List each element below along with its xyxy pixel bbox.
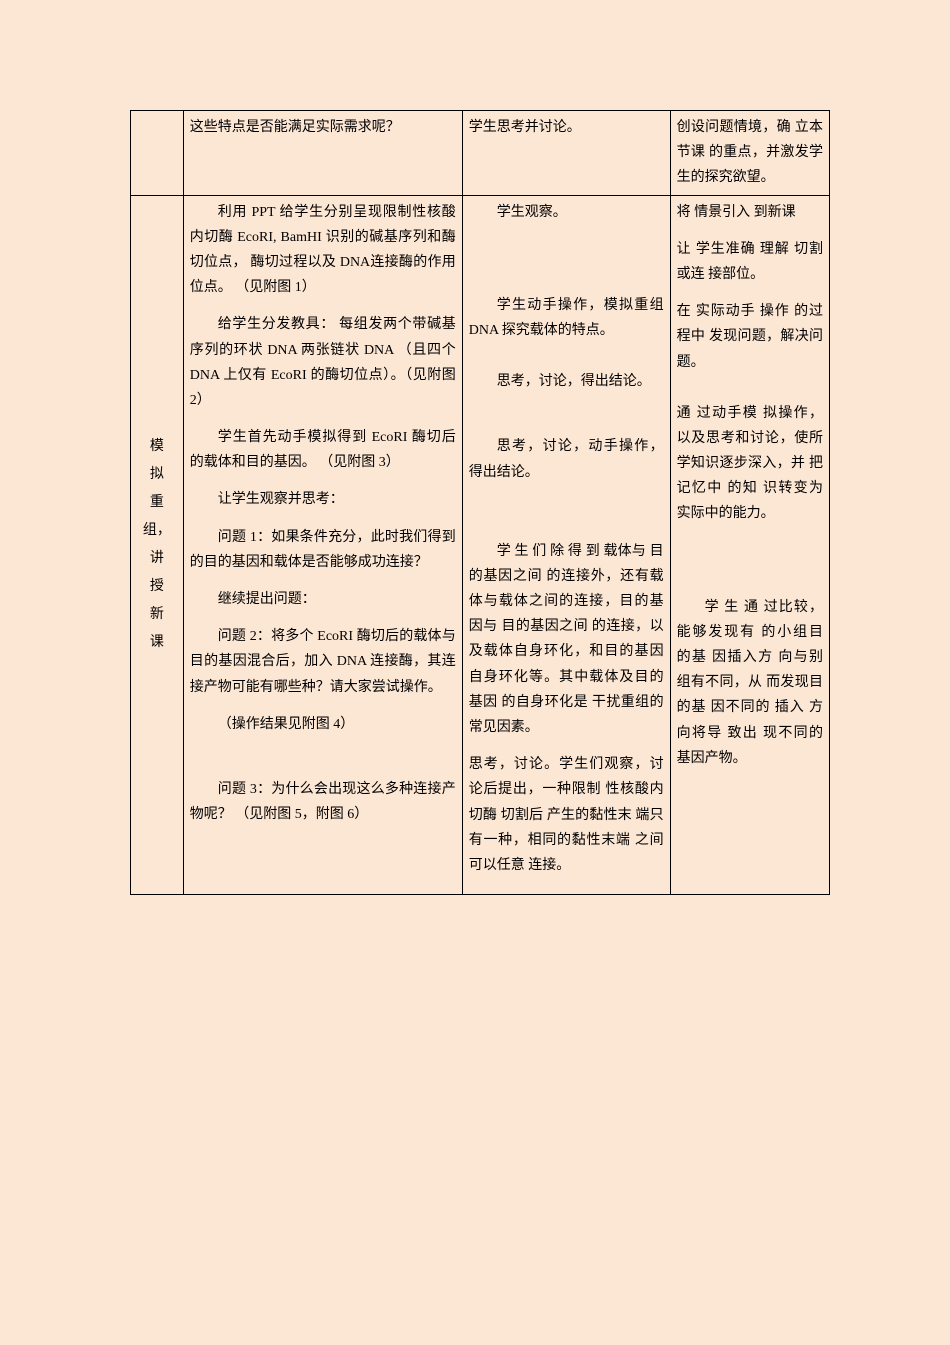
stage-char: 组， — [143, 517, 171, 545]
teacher-text: 这些特点是否能满足实际需求呢？ — [190, 115, 456, 140]
teacher-para: 问题 3：为什么会出现这么多种连接产物呢？ （见附图 5，附图 6） — [190, 777, 456, 827]
teacher-para: 利用 PPT 给学生分别呈现限制性核酸内切酶 EcoRI, BamHI 识别的碱… — [190, 200, 456, 301]
stage-vertical-label: 模 拟 重 组， 讲 授 新 课 — [137, 433, 177, 657]
document-page: 这些特点是否能满足实际需求呢？ 学生思考并讨论。 创设问题情境，确 立本节课 的… — [0, 0, 950, 955]
intent-para: 在 实际动手 操作 的过程中 发现问题，解决问题。 — [677, 299, 823, 375]
stage-char: 课 — [150, 629, 164, 657]
stage-char: 模 — [150, 433, 164, 461]
intent-para: 学 生 通 过比较，能够发现有 的小组目 的基 因插入方 向与别组有不同，从 而… — [677, 595, 823, 771]
intent-text: 创设问题情境，确 立本节课 的重点，并激发学生的探究欲望。 — [677, 115, 823, 191]
design-intent-cell: 创设问题情境，确 立本节课 的重点，并激发学生的探究欲望。 — [670, 111, 829, 196]
teacher-para: （操作结果见附图 4） — [190, 712, 456, 737]
teacher-activity-cell: 利用 PPT 给学生分别呈现限制性核酸内切酶 EcoRI, BamHI 识别的碱… — [183, 195, 462, 895]
teacher-para: 让学生观察并思考： — [190, 487, 456, 512]
stage-char: 授 — [150, 573, 164, 601]
stage-char: 讲 — [150, 545, 164, 573]
table-row: 模 拟 重 组， 讲 授 新 课 利用 PPT 给学生分别呈现限制性核酸内切酶 … — [131, 195, 830, 895]
lesson-plan-table: 这些特点是否能满足实际需求呢？ 学生思考并讨论。 创设问题情境，确 立本节课 的… — [130, 110, 830, 895]
intent-para: 将 情景引入 到新课 — [677, 200, 823, 225]
teacher-para: 给学生分发教具： 每组发两个带碱基序列的环状 DNA 两张链状 DNA （且四个… — [190, 312, 456, 413]
student-para: 思考，讨论，动手操作，得出结论。 — [469, 434, 664, 484]
student-para: 学 生 们 除 得 到 载体与 目的基因之间 的连接外，还有载体与载体之间的连接… — [469, 539, 664, 741]
teacher-para: 问题 1：如果条件充分，此时我们得到的目的基因和载体是否能够成功连接？ — [190, 525, 456, 575]
stage-char: 新 — [150, 601, 164, 629]
student-para: 学生动手操作，模拟重组 DNA 探究载体的特点。 — [469, 293, 664, 343]
design-intent-cell: 将 情景引入 到新课 让 学生准确 理解 切割或连 接部位。 在 实际动手 操作… — [670, 195, 829, 895]
student-para: 学生观察。 — [469, 200, 664, 225]
teacher-para: 学生首先动手模拟得到 EcoRI 酶切后的载体和目的基因。 （见附图 3） — [190, 425, 456, 475]
student-activity-cell: 学生思考并讨论。 — [462, 111, 670, 196]
stage-cell: 模 拟 重 组， 讲 授 新 课 — [131, 195, 184, 895]
teacher-para: 继续提出问题： — [190, 587, 456, 612]
stage-char: 重 — [150, 489, 164, 517]
stage-char: 拟 — [150, 461, 164, 489]
student-text: 学生思考并讨论。 — [469, 115, 664, 140]
intent-para: 让 学生准确 理解 切割或连 接部位。 — [677, 237, 823, 287]
intent-para: 通 过动手模 拟操作，以及思考和讨论，使所学知识逐步深入，并 把记忆中 的知 识… — [677, 401, 823, 527]
table-row: 这些特点是否能满足实际需求呢？ 学生思考并讨论。 创设问题情境，确 立本节课 的… — [131, 111, 830, 196]
teacher-para: 问题 2：将多个 EcoRI 酶切后的载体与目的基因混合后，加入 DNA 连接酶… — [190, 624, 456, 700]
student-para: 思考，讨论，得出结论。 — [469, 369, 664, 394]
student-para: 思考，讨论。学生们观察，讨论后提出，一种限制 性核酸内切酶 切割后 产生的黏性末… — [469, 752, 664, 878]
teacher-activity-cell: 这些特点是否能满足实际需求呢？ — [183, 111, 462, 196]
student-activity-cell: 学生观察。 学生动手操作，模拟重组 DNA 探究载体的特点。 思考，讨论，得出结… — [462, 195, 670, 895]
stage-cell — [131, 111, 184, 196]
